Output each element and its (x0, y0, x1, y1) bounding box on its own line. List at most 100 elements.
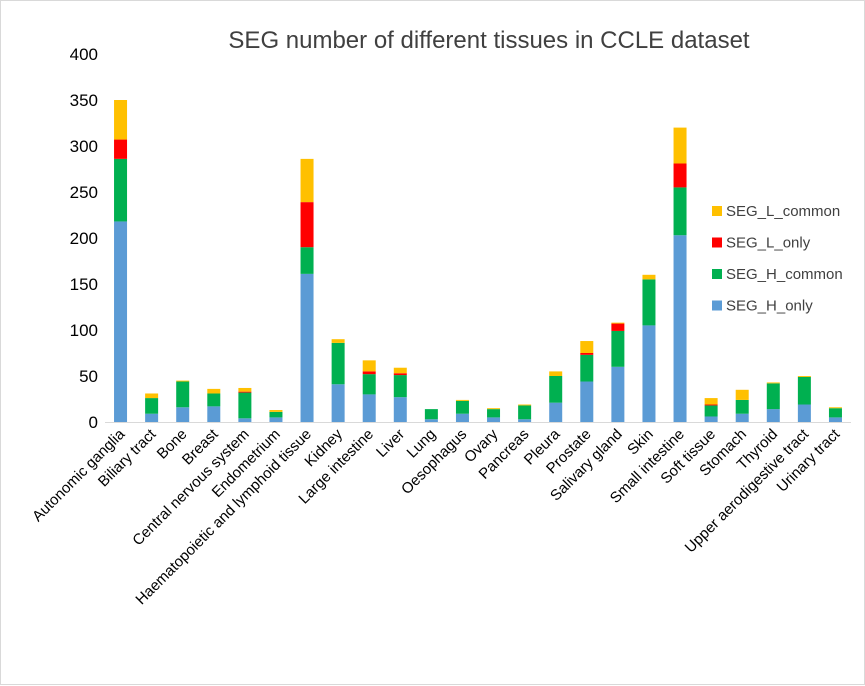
bar-segment (611, 322, 625, 324)
bar-segment (642, 279, 656, 326)
bar-segment (362, 371, 376, 375)
bar-segment (300, 247, 314, 274)
bar-segment (704, 416, 718, 422)
bar-segment (145, 398, 159, 414)
bar-segment (455, 400, 469, 414)
y-tick-label: 100 (70, 321, 98, 340)
bar-segment (238, 391, 252, 393)
bar-segment (549, 402, 563, 422)
bar-segment (300, 202, 314, 248)
bar-segment (455, 413, 469, 422)
bar-segment (331, 339, 345, 343)
bar-segment (207, 406, 221, 422)
y-tick-label: 350 (70, 91, 98, 110)
bar-segment (735, 399, 749, 414)
bar-segment (766, 382, 780, 384)
chart-title: SEG number of different tissues in CCLE … (228, 27, 749, 54)
y-tick-label: 300 (70, 137, 98, 156)
bar-segment (518, 404, 532, 406)
bar-segment (797, 404, 811, 422)
bar-segment (766, 409, 780, 422)
bar-segment (673, 235, 687, 422)
bar-segment (424, 419, 438, 422)
bar-segment (611, 330, 625, 367)
bar-segment (580, 381, 594, 422)
bar-segment (145, 393, 159, 399)
bar-segment (797, 376, 811, 377)
bar-segment (704, 404, 718, 406)
bar-segment (145, 413, 159, 422)
bar-segment (611, 323, 625, 331)
bar-segment (549, 371, 563, 376)
bar-segment (393, 367, 407, 374)
bar-segment (393, 375, 407, 398)
bar-segment (518, 405, 532, 420)
bar-segment (269, 411, 283, 418)
bar-segment (673, 163, 687, 188)
bar-segment (300, 273, 314, 422)
bar-segment (207, 388, 221, 394)
bar-segment (238, 392, 252, 419)
bar-segment (238, 418, 252, 422)
bar-segment (300, 158, 314, 203)
bar-segment (580, 341, 594, 353)
bar-segment (114, 139, 128, 159)
legend-label: SEG_L_common (726, 203, 840, 220)
bar-segment (331, 384, 345, 422)
y-tick-label: 50 (79, 367, 98, 386)
y-axis: 0 50 100 150 200 250 300 350 400 (70, 45, 98, 432)
bar-segment (549, 376, 563, 403)
bar-segment (518, 419, 532, 422)
bar-segment (673, 187, 687, 236)
bar-segment (487, 409, 501, 418)
bar-segment (114, 100, 128, 140)
bar-segment (735, 389, 749, 400)
legend-label: SEG_H_only (726, 298, 813, 315)
bar-segment (797, 376, 811, 405)
y-tick-label: 0 (89, 413, 98, 432)
bar-segment (176, 381, 190, 408)
bar-segment (269, 417, 283, 422)
legend-swatch (712, 300, 722, 311)
bar-segment (424, 409, 438, 420)
bar-segment (704, 398, 718, 405)
bar-segment (642, 325, 656, 422)
bar-segment (455, 399, 469, 401)
bar-segment (766, 383, 780, 410)
bar-segment (580, 354, 594, 382)
bar-segment (176, 380, 190, 382)
bar-segment (735, 413, 749, 422)
legend-label: SEG_H_common (726, 266, 843, 283)
bar-segment (487, 417, 501, 422)
bar-segment (362, 360, 376, 372)
bar-segment (176, 407, 190, 422)
bar-segment (393, 373, 407, 376)
bar-segment (611, 366, 625, 422)
bar-segment (269, 410, 283, 412)
bar-segment (642, 274, 656, 280)
bar-segment (580, 353, 594, 355)
plot-area (114, 100, 842, 422)
legend-label: SEG_L_only (726, 235, 811, 252)
y-tick-label: 400 (70, 45, 98, 64)
y-tick-label: 200 (70, 229, 98, 248)
bar-segment (828, 408, 842, 418)
bar-segment (238, 387, 252, 392)
bar-segment (704, 405, 718, 417)
legend-swatch (712, 206, 722, 216)
bar-segment (331, 342, 345, 385)
bar-segment (362, 394, 376, 422)
bar-segment (828, 407, 842, 409)
bar-segment (828, 417, 842, 422)
bar-segment (362, 374, 376, 395)
y-tick-label: 150 (70, 275, 98, 294)
x-tick-label: Liver (373, 426, 408, 461)
y-tick-label: 250 (70, 183, 98, 202)
bar-segment (114, 221, 128, 422)
legend-swatch (712, 237, 722, 248)
bar-segment (207, 393, 221, 407)
bar-segment (393, 397, 407, 422)
